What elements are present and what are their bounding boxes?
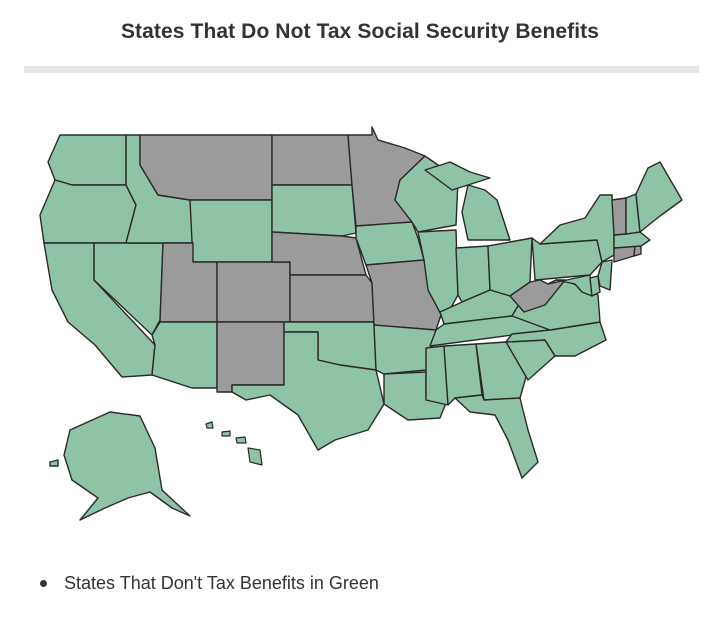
legend-text: States That Don't Tax Benefits in Green bbox=[64, 573, 379, 593]
state-vermont bbox=[611, 197, 627, 236]
state-arizona bbox=[151, 321, 218, 389]
state-new-jersey bbox=[597, 259, 613, 291]
state-hawaii-big-island bbox=[247, 447, 263, 466]
legend: States That Don't Tax Benefits in Green bbox=[40, 573, 379, 594]
state-iowa bbox=[355, 221, 425, 266]
state-texas bbox=[231, 331, 385, 451]
state-washington bbox=[47, 134, 127, 186]
state-maine bbox=[635, 161, 683, 233]
state-montana bbox=[139, 134, 273, 201]
state-hawaii-oahu bbox=[221, 430, 231, 437]
state-florida bbox=[454, 394, 539, 479]
state-colorado bbox=[216, 261, 291, 323]
state-maryland bbox=[547, 274, 593, 297]
state-arkansas bbox=[373, 324, 437, 375]
state-south-dakota bbox=[271, 184, 357, 237]
legend-bullet bbox=[40, 580, 47, 587]
state-hawaii-kauai bbox=[205, 421, 214, 429]
state-michigan bbox=[461, 184, 511, 241]
state-hawaii-maui bbox=[235, 436, 247, 444]
state-north-dakota bbox=[271, 134, 353, 186]
state-north-carolina bbox=[505, 321, 607, 357]
state-delaware bbox=[589, 275, 601, 297]
state-kansas bbox=[289, 274, 375, 323]
alaska-island bbox=[49, 459, 59, 467]
state-oregon bbox=[39, 179, 137, 244]
state-rhode-island bbox=[633, 245, 642, 257]
state-new-mexico bbox=[216, 321, 285, 393]
state-michigan-upper bbox=[424, 161, 491, 191]
state-wyoming bbox=[189, 199, 273, 263]
title-divider bbox=[24, 66, 699, 73]
state-alaska bbox=[63, 411, 191, 521]
map-title: States That Do Not Tax Social Security B… bbox=[120, 20, 600, 43]
